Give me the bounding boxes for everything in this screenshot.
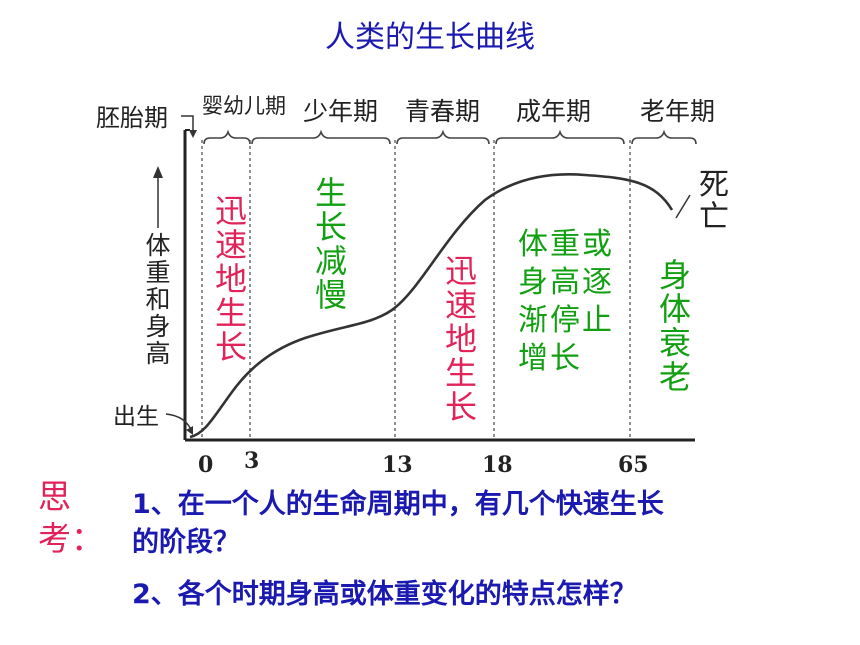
death-pointer	[675, 194, 691, 219]
growth-stops-label: 体重或 身高逐 渐停止 增长	[518, 227, 614, 376]
x-tick-0: 0	[198, 452, 214, 478]
y-axis-label: 体重和身高	[142, 232, 171, 367]
stage-youth-label: 青春期	[405, 97, 481, 126]
stage-adult-label: 成年期	[516, 97, 592, 126]
stage-braces	[203, 129, 697, 145]
stage-infant-label: 婴幼儿期	[202, 94, 286, 118]
x-tick-3: 3	[244, 448, 260, 474]
diagram-title: 人类的生长曲线	[325, 20, 535, 55]
slow-growth-label: 生长减慢	[310, 176, 348, 312]
rapid-growth-label-1: 迅速地生长	[210, 194, 248, 364]
birth-label: 出生	[113, 404, 159, 430]
stage-embryo-label: 胚胎期	[96, 104, 168, 132]
think-label: 思 考：	[38, 477, 104, 558]
x-tick-13: 13	[382, 452, 413, 478]
growth-curve	[189, 172, 674, 439]
question-1-line-1: 1、在一个人的生命周期中，有几个快速生长	[132, 489, 664, 520]
x-tick-65: 65	[618, 452, 649, 478]
rapid-growth-label-2: 迅速地生长	[440, 254, 478, 424]
x-tick-18: 18	[482, 452, 513, 478]
embryo-pointer	[181, 115, 194, 134]
question-2: 2、各个时期身高或体重变化的特点怎样？	[132, 579, 637, 610]
question-1-line-2: 的阶段？	[132, 527, 240, 558]
stage-elder-label: 老年期	[640, 97, 716, 126]
aging-label: 身体衰老	[654, 258, 692, 394]
stage-child-label: 少年期	[303, 97, 379, 126]
death-label: 死亡	[693, 168, 728, 232]
